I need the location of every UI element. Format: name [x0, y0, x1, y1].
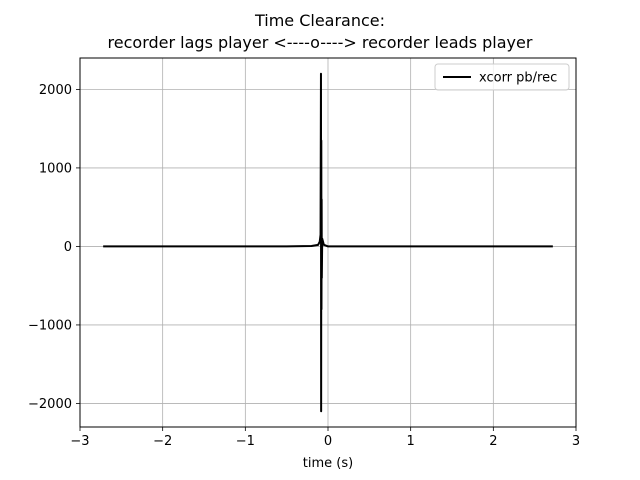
x-tick-label: −3 [70, 434, 89, 449]
x-tick-label: 3 [572, 434, 580, 449]
y-tick-label: −2000 [28, 397, 72, 412]
chart-title-line-1: Time Clearance: [254, 11, 386, 30]
y-tick-label: 2000 [39, 83, 72, 98]
legend: xcorr pb/rec [434, 63, 570, 91]
x-tick-label: 2 [489, 434, 497, 449]
grid-layer [79, 58, 577, 427]
y-tick-label: −1000 [28, 318, 72, 333]
legend-label-xcorr: xcorr pb/rec [479, 71, 557, 86]
x-tick-label: −1 [236, 434, 255, 449]
chart-title-line-2: recorder lags player <----o----> recorde… [107, 33, 533, 52]
legend-box [434, 63, 570, 91]
y-tick-label: 0 [64, 240, 72, 255]
series-layer [103, 72, 553, 413]
x-tick-label: 1 [407, 434, 415, 449]
x-tick-label: 0 [324, 434, 332, 449]
y-tick-label: 1000 [39, 161, 72, 176]
x-axis-label: time (s) [303, 456, 353, 471]
tick-layer: −3 −2 −1 0 1 2 3 −2000 −1000 0 1000 2000 [28, 83, 580, 449]
series-line-xcorr [103, 72, 553, 413]
x-tick-label: −2 [153, 434, 172, 449]
